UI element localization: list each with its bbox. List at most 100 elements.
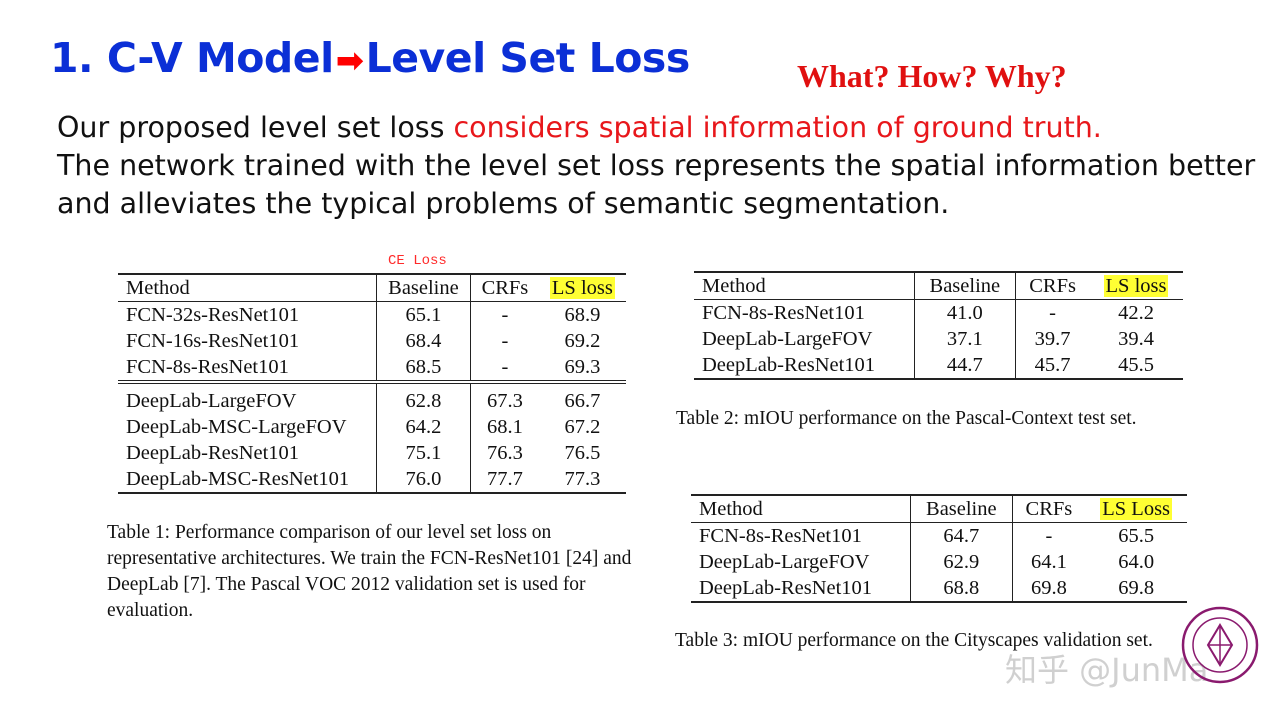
column-header: Method	[126, 276, 190, 299]
table-cell: 42.2	[1118, 301, 1154, 324]
column-header: CRFs	[470, 274, 539, 302]
table-cell: FCN-16s-ResNet101	[126, 329, 300, 352]
university-seal-icon	[1181, 606, 1259, 684]
table-header-row: Method Baseline CRFs LS Loss	[691, 495, 1187, 523]
table-row: FCN-32s-ResNet101 65.1- 68.9	[118, 301, 626, 328]
table-cell: 41.0	[913, 299, 1016, 326]
table-cell: 69.3	[564, 355, 601, 378]
table-cell: 68.4	[375, 328, 471, 354]
table-cell: 39.4	[1118, 327, 1154, 350]
table-cell: DeepLab-ResNet101	[699, 576, 873, 599]
table-row: DeepLab-MSC-LargeFOV 64.2 68.1 67.2	[118, 414, 626, 440]
table-cell: 45.7	[1015, 352, 1090, 379]
ls-loss-header: LS loss	[549, 276, 615, 299]
table-cell: 37.1	[913, 326, 1016, 352]
column-header: Baseline	[375, 274, 471, 302]
table-cell: 66.7	[538, 380, 626, 414]
table-cell: FCN-8s-ResNet101	[699, 524, 862, 547]
table-3: Method Baseline CRFs LS Loss FCN-8s-ResNet1…	[691, 494, 1187, 603]
table-cell: 68.5	[375, 354, 471, 382]
table-cell: -	[470, 328, 539, 354]
table-body: FCN-32s-ResNet101 65.1-68.9 FCN-16s-ResNet…	[118, 301, 626, 493]
right-arrow-icon: ➡	[335, 41, 365, 81]
table-cell: -	[470, 301, 539, 328]
table-cell: 76.0	[375, 466, 471, 493]
table-cell: DeepLab-LargeFOV	[702, 327, 873, 350]
table-body: FCN-8s-ResNet101 64.7-65.5 DeepLab-LargeFO…	[691, 522, 1187, 602]
column-header: CRFs	[1015, 272, 1090, 300]
table-cell: 77.3	[564, 467, 601, 490]
table-cell: 69.2	[564, 329, 601, 352]
column-header: LS loss	[1089, 272, 1183, 300]
table-cell: -	[470, 354, 539, 382]
table-cell: 75.1	[375, 440, 471, 466]
table-cell: 68.9	[564, 303, 601, 326]
table-row: FCN-16s-ResNet101 68.4- 69.2	[118, 328, 626, 354]
table-cell: 67.3	[470, 380, 539, 414]
table-cell: 65.5	[1118, 524, 1155, 547]
table-cell: 68.8	[910, 575, 1013, 602]
table-cell: DeepLab-ResNet101	[702, 353, 876, 376]
table-row: DeepLab-LargeFOV 62.9 64.1 64.0	[691, 549, 1187, 575]
table-row: DeepLab-LargeFOV 37.1 39.7 39.4	[694, 326, 1183, 352]
table-cell: DeepLab-LargeFOV	[118, 380, 377, 414]
table-cell: 65.1	[375, 301, 471, 328]
table-cell: 39.7	[1015, 326, 1090, 352]
column-header: Method	[702, 274, 766, 297]
table-cell: 69.8	[1118, 576, 1155, 599]
table-cell: 64.0	[1118, 550, 1155, 573]
table-cell: 67.2	[564, 415, 601, 438]
table-cell: 64.1	[1011, 549, 1086, 575]
table-cell: FCN-32s-ResNet101	[126, 303, 300, 326]
slide-title: 1. C-V Model➡Level Set Loss	[50, 34, 690, 82]
table-2-caption: Table 2: mIOU performance on the Pascal-…	[676, 408, 1137, 429]
table-cell: 45.5	[1118, 353, 1154, 376]
intro-paragraph: Our proposed level set loss considers sp…	[57, 109, 1272, 223]
table-1-caption: Table 1: Performance comparison of our l…	[107, 522, 632, 621]
table-cell: FCN-8s-ResNet101	[702, 301, 865, 324]
table-cell: DeepLab-MSC-LargeFOV	[126, 415, 347, 438]
table-cell: 62.9	[910, 549, 1013, 575]
ce-loss-annotation: CE Loss	[388, 253, 447, 269]
table-2: Method Baseline CRFs LS loss FCN-8s-ResNet1…	[694, 271, 1183, 380]
column-header: Baseline	[913, 272, 1016, 300]
table-row: DeepLab-ResNet101 44.7 45.7 45.5	[694, 352, 1183, 379]
column-header: Method	[699, 497, 763, 520]
table-cell: 44.7	[913, 352, 1016, 379]
table-cell: 76.3	[470, 440, 539, 466]
table-cell: 77.7	[470, 466, 539, 493]
table-cell: 62.8	[375, 380, 471, 414]
watermark: 知乎 @JunMa	[1005, 651, 1209, 689]
intro-highlight: considers spatial information of ground …	[453, 111, 1102, 144]
slide-subtitle: What? How? Why?	[797, 58, 1067, 94]
column-header: Baseline	[910, 495, 1013, 523]
column-header: LS Loss	[1085, 495, 1187, 523]
table-body: FCN-8s-ResNet101 41.0-42.2 DeepLab-LargeFO…	[694, 299, 1183, 379]
table-cell: 76.5	[564, 441, 601, 464]
table-row: DeepLab-LargeFOV 62.8 67.3 66.7	[118, 380, 626, 414]
table-cell: FCN-8s-ResNet101	[126, 355, 289, 378]
table-cell: 64.2	[375, 414, 471, 440]
table-row: FCN-8s-ResNet101 41.0- 42.2	[694, 299, 1183, 326]
table-row: FCN-8s-ResNet101 64.7- 65.5	[691, 522, 1187, 549]
table-cell: -	[1015, 299, 1090, 326]
table-header-row: Method Baseline CRFs LS loss	[118, 274, 626, 302]
table-row: FCN-8s-ResNet101 68.5- 69.3	[118, 354, 626, 382]
ls-loss-header: LS loss	[1103, 274, 1169, 297]
ls-loss-header: LS Loss	[1100, 497, 1173, 520]
table-1: Method Baseline CRFs LS loss FCN-32s-ResNet…	[118, 273, 626, 494]
table-row: DeepLab-ResNet101 75.1 76.3 76.5	[118, 440, 626, 466]
title-part2: Level Set Loss	[365, 34, 691, 82]
table-header-row: Method Baseline CRFs LS loss	[694, 272, 1183, 300]
table-cell: DeepLab-ResNet101	[126, 441, 300, 464]
table-cell: 64.7	[910, 522, 1013, 549]
table-cell: 68.1	[470, 414, 539, 440]
title-part1: 1. C-V Model	[50, 34, 334, 82]
table-cell: 69.8	[1011, 575, 1086, 602]
column-header: LS loss	[539, 274, 626, 302]
table-cell: DeepLab-MSC-ResNet101	[126, 467, 350, 490]
table-cell: -	[1011, 522, 1086, 549]
table-cell: DeepLab-LargeFOV	[699, 550, 870, 573]
intro-text-2: The network trained with the level set l…	[57, 149, 1256, 220]
column-header: CRFs	[1011, 495, 1086, 523]
